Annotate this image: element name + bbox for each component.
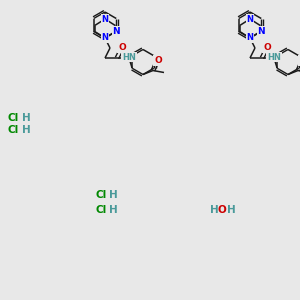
- Text: Cl: Cl: [95, 205, 106, 215]
- Text: O: O: [154, 56, 162, 65]
- Text: N: N: [247, 14, 254, 23]
- Text: Cl: Cl: [8, 125, 19, 135]
- Text: Cl: Cl: [8, 113, 19, 123]
- Text: N: N: [112, 27, 120, 36]
- Text: H: H: [210, 205, 219, 215]
- Text: N: N: [101, 34, 109, 43]
- Text: Cl: Cl: [95, 190, 106, 200]
- Text: N: N: [101, 14, 109, 23]
- Text: H: H: [22, 113, 31, 123]
- Text: O: O: [299, 56, 300, 65]
- Text: N: N: [247, 34, 254, 43]
- Text: HN: HN: [267, 52, 281, 62]
- Text: HN: HN: [122, 52, 136, 62]
- Text: H: H: [227, 205, 236, 215]
- Text: H: H: [22, 125, 31, 135]
- Text: O: O: [218, 205, 227, 215]
- Text: O: O: [263, 44, 271, 52]
- Text: H: H: [109, 190, 118, 200]
- Text: H: H: [109, 205, 118, 215]
- Text: N: N: [257, 27, 265, 36]
- Text: O: O: [118, 44, 126, 52]
